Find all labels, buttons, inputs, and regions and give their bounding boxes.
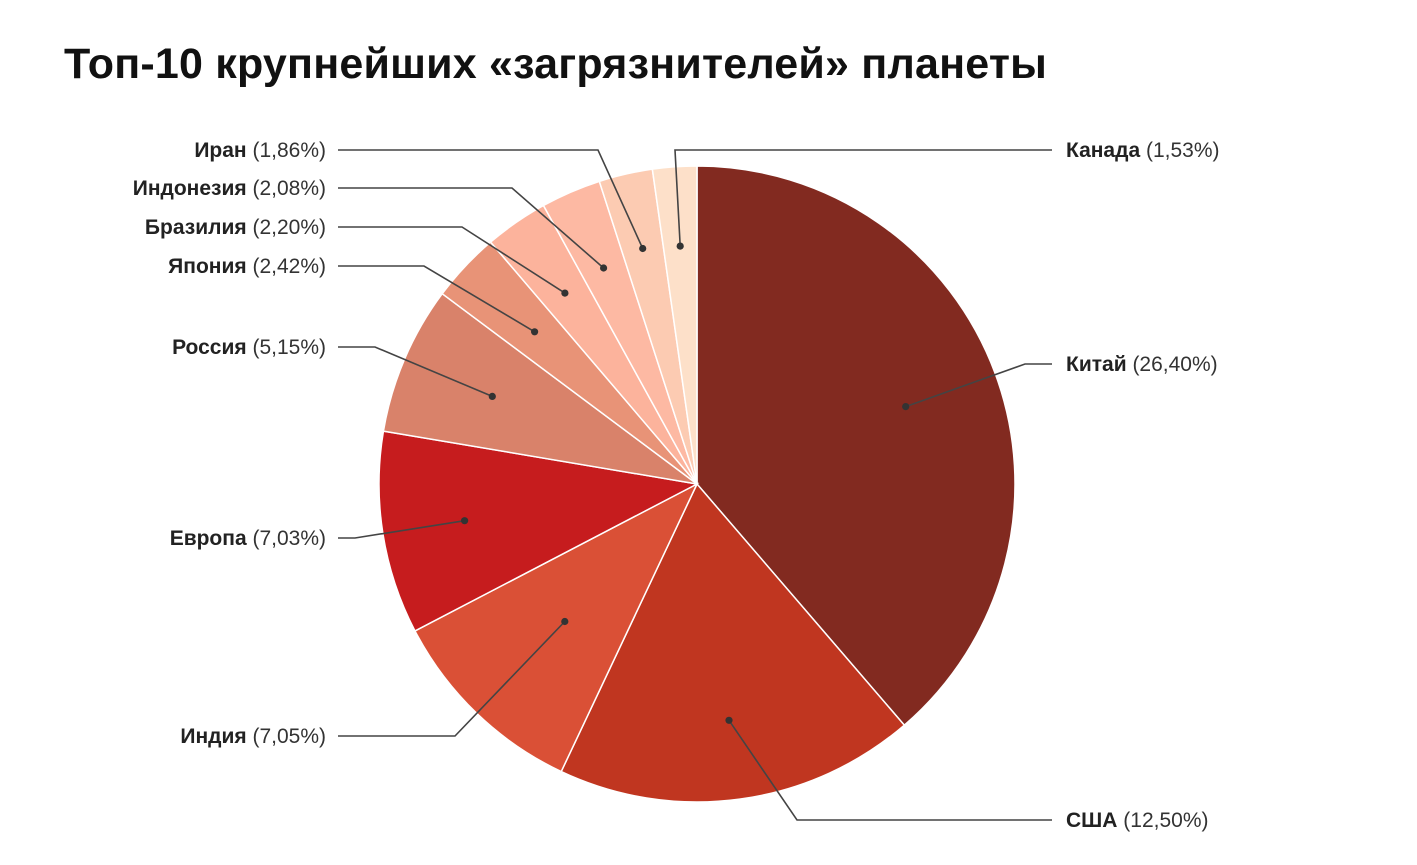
slice-9-label: Иран (1,86%) — [194, 139, 326, 162]
label-leader-lines — [338, 149, 1052, 821]
slice-6-anchor-dot — [531, 328, 539, 336]
slice-7-label-name: Бразилия — [145, 216, 247, 239]
slice-3-label-name: Индия — [180, 725, 246, 748]
slice-7-label: Бразилия (2,20%) — [145, 216, 326, 239]
slice-8-anchor-dot — [600, 264, 608, 272]
slice-1-leader-line — [905, 363, 1052, 408]
slice-9-label-percent: (1,86%) — [247, 139, 326, 162]
slice-7-label-percent: (2,20%) — [247, 216, 326, 239]
slice-10-label-name: Канада — [1066, 139, 1140, 162]
slice-3-label: Индия (7,05%) — [180, 725, 326, 748]
slice-4-anchor-dot — [461, 517, 469, 525]
slice-6-leader-line — [338, 265, 536, 333]
slice-10-anchor-dot — [676, 242, 684, 250]
slice-4-leader-line — [338, 519, 465, 539]
slice-4-label-percent: (7,03%) — [247, 527, 326, 550]
slice-7-leader-line — [338, 226, 566, 294]
slice-2-anchor-dot — [725, 716, 733, 724]
slice-5-label-percent: (5,15%) — [247, 336, 326, 359]
slice-2-wedge — [560, 482, 906, 803]
slice-5-label: Россия (5,15%) — [172, 336, 326, 359]
slice-2-label-name: США — [1066, 809, 1117, 832]
slice-8-label-percent: (2,08%) — [247, 177, 326, 200]
slice-7-anchor-dot — [561, 289, 569, 297]
slice-9-leader-line — [338, 149, 644, 249]
slice-6-label-percent: (2,42%) — [247, 255, 326, 278]
slice-8-label: Индонезия (2,08%) — [133, 177, 326, 200]
slice-2-label: США (12,50%) — [1066, 809, 1208, 832]
slice-6-label-name: Япония — [168, 255, 246, 278]
slice-3-leader-line — [338, 620, 566, 737]
slice-5-label-name: Россия — [172, 336, 247, 359]
slice-3-anchor-dot — [561, 617, 569, 626]
slice-1-label-percent: (26,40%) — [1127, 353, 1218, 376]
slice-10-label: Канада (1,53%) — [1066, 139, 1220, 162]
slice-2-leader-line — [728, 719, 1052, 821]
slice-2-label-percent: (12,50%) — [1117, 809, 1208, 832]
slice-1-label-name: Китай — [1066, 353, 1127, 376]
slice-4-label: Европа (7,03%) — [170, 527, 326, 550]
slice-1-anchor-dot — [902, 403, 910, 411]
slice-1-label: Китай (26,40%) — [1066, 353, 1218, 376]
slice-1-wedge — [696, 165, 1016, 727]
chart-title: Топ-10 крупнейших «загрязнителей» планет… — [64, 40, 1048, 88]
slice-9-anchor-dot — [639, 244, 647, 253]
slice-3-label-percent: (7,05%) — [247, 725, 326, 748]
slice-5-anchor-dot — [488, 392, 496, 400]
slice-9-label-name: Иран — [194, 139, 246, 162]
slice-10-wedge — [651, 165, 698, 485]
slice-8-label-name: Индонезия — [133, 177, 247, 200]
slice-4-label-name: Европа — [170, 527, 247, 550]
slice-10-label-percent: (1,53%) — [1140, 139, 1219, 162]
slice-labels: Китай (26,40%) США (12,50%) Индия (7,05%) Е… — [133, 139, 1220, 832]
slice-6-label: Япония (2,42%) — [168, 255, 326, 278]
slice-10-leader-line — [674, 149, 1052, 247]
pie-slices — [378, 165, 1016, 803]
slice-5-leader-line — [338, 346, 493, 398]
slice-8-leader-line — [338, 187, 605, 269]
